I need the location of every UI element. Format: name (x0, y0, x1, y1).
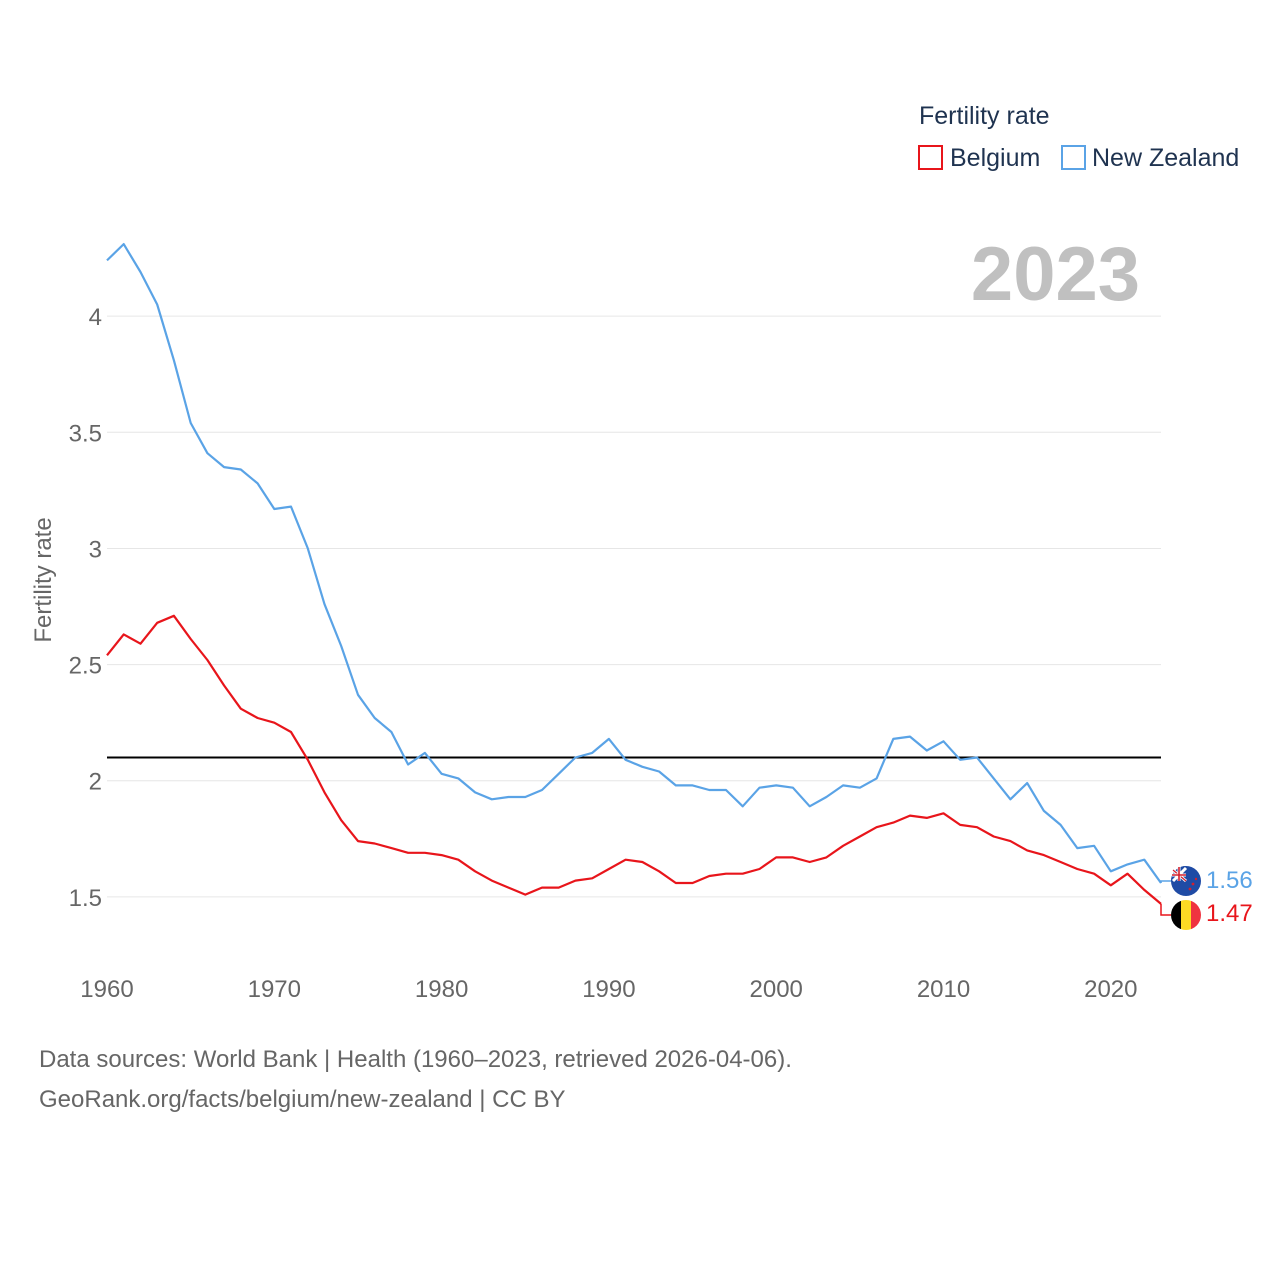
belgium-connector (1160, 903, 1171, 916)
legend-swatch-belgium (918, 145, 943, 170)
gridlines (107, 315, 1161, 898)
fertility-chart: 1.5 2 2.5 3 3.5 4 1960 1970 1980 1990 2000 2010 202… (30, 102, 1253, 1003)
y-tick-label: 2 (89, 769, 102, 796)
new-zealand-flag-icon (1171, 866, 1201, 896)
y-tick-label: 2.5 (69, 653, 102, 680)
y-tick-label: 3 (89, 536, 102, 563)
y-tick-label: 4 (89, 304, 102, 331)
x-tick-label: 2020 (1084, 976, 1137, 1003)
legend-item-belgium[interactable]: Belgium (918, 144, 1040, 172)
x-tick-label: 1970 (248, 976, 301, 1003)
x-tick-label: 1990 (582, 976, 635, 1003)
legend-swatch-new-zealand (1061, 145, 1086, 170)
legend-label-new-zealand: New Zealand (1092, 144, 1239, 172)
x-tick-label: 1960 (80, 976, 133, 1003)
y-tick-label: 3.5 (69, 420, 102, 447)
legend-title: Fertility rate (919, 102, 1050, 130)
new-zealand-end-value: 1.56 (1206, 867, 1253, 894)
legend: Fertility rate Belgium New Zealand (918, 102, 1239, 172)
y-axis-ticks: 1.5 2 2.5 3 3.5 4 (69, 304, 102, 912)
series-line-belgium (106, 614, 1162, 905)
belgium-end-value: 1.47 (1206, 900, 1253, 927)
year-display: 2023 (971, 232, 1140, 317)
legend-label-belgium: Belgium (950, 144, 1040, 172)
series-lines (106, 243, 1162, 905)
footer: Data sources: World Bank | Health (1960–… (39, 1040, 792, 1120)
belgium-end-marker: 1.47 (1160, 900, 1253, 930)
attribution-link[interactable]: GeoRank.org/facts/belgium/new-zealand | … (39, 1086, 566, 1113)
x-tick-label: 1980 (415, 976, 468, 1003)
series-line-new-zealand (106, 243, 1162, 884)
new-zealand-connector (1160, 880, 1171, 883)
x-tick-label: 2000 (750, 976, 803, 1003)
x-axis-ticks: 1960 1970 1980 1990 2000 2010 2020 (80, 976, 1137, 1003)
data-sources-text: Data sources: World Bank | Health (1960–… (39, 1046, 792, 1073)
legend-item-new-zealand[interactable]: New Zealand (1061, 144, 1239, 172)
x-tick-label: 2010 (917, 976, 970, 1003)
y-axis-label: Fertility rate (30, 517, 57, 642)
y-tick-label: 1.5 (69, 885, 102, 912)
belgium-flag-icon (1171, 900, 1201, 930)
new-zealand-end-marker: 1.56 (1160, 866, 1253, 896)
